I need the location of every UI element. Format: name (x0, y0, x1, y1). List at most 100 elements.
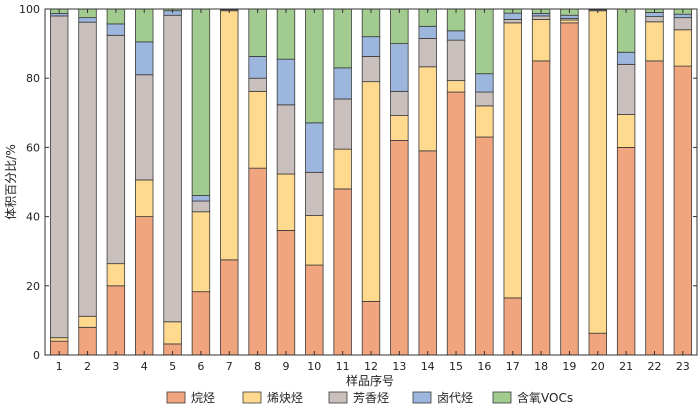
bar-segment-4-sample-23 (673, 13, 693, 19)
bar-segment-3-sample-16 (475, 91, 494, 107)
bar-segment-4-sample-4 (135, 41, 154, 76)
legend-label-2: 烯炔烃 (267, 391, 303, 405)
y-tick-label: 20 (26, 280, 40, 293)
bar-segment-4-sample-17 (503, 12, 522, 20)
bar-segment-3-sample-15 (446, 39, 466, 82)
bar-segment-2-sample-21 (616, 114, 636, 148)
x-tick-label: 16 (477, 360, 491, 373)
bar-segment-3-sample-6 (191, 200, 211, 213)
x-tick-label: 2 (84, 360, 91, 373)
bar-segment-2-sample-20 (588, 10, 607, 334)
y-tick-label: 0 (33, 349, 40, 362)
y-tick-label: 100 (19, 3, 40, 16)
bar-segment-1-sample-13 (390, 140, 409, 356)
bar-segment-1-sample-7 (220, 259, 239, 356)
bar-segment-3-sample-10 (305, 171, 324, 216)
bar-segment-2-sample-3 (106, 263, 126, 287)
x-tick-label: 1 (56, 360, 63, 373)
x-tick-label: 17 (506, 360, 520, 373)
bar-segment-3-sample-14 (418, 38, 437, 68)
bar-segment-1-sample-22 (645, 60, 664, 356)
bar-segment-2-sample-7 (220, 10, 239, 261)
bar-segment-4-sample-13 (390, 43, 409, 92)
bar-segment-2-sample-2 (78, 315, 97, 328)
bar-segment-3-sample-11 (333, 98, 352, 150)
legend: 烷烃 烯炔烃 芳香烃 卤代烃 含氧VOCs (166, 390, 573, 405)
x-tick-label: 4 (141, 360, 148, 373)
bar-segment-3-sample-17 (503, 18, 522, 24)
x-tick-label: 21 (619, 360, 633, 373)
bar-segment-1-sample-23 (673, 65, 693, 356)
bar-segment-2-sample-22 (645, 21, 664, 62)
bar-segment-5-sample-21 (616, 8, 636, 53)
x-tick-label: 5 (169, 360, 176, 373)
bar-segment-2-sample-8 (248, 90, 267, 169)
x-tick-label: 12 (364, 360, 378, 373)
bar-segment-3-sample-23 (673, 17, 693, 31)
bar-segment-2-sample-16 (475, 105, 494, 138)
bar-segment-5-sample-12 (361, 8, 381, 38)
legend-swatch-2 (242, 391, 262, 404)
bar-segment-4-sample-9 (276, 58, 296, 106)
bar-segment-4-sample-16 (475, 73, 494, 93)
legend-swatch-5 (492, 391, 512, 404)
bar-segment-4-sample-8 (248, 56, 267, 79)
bar-segment-2-sample-13 (390, 115, 409, 141)
x-tick-label: 11 (336, 360, 350, 373)
bar-segment-3-sample-9 (276, 104, 296, 175)
x-tick-label: 15 (449, 360, 463, 373)
bar-segment-3-sample-4 (135, 74, 154, 181)
bar-segment-2-sample-4 (135, 179, 154, 217)
bar-segment-2-sample-9 (276, 173, 296, 231)
x-tick-label: 23 (676, 360, 690, 373)
bar-segment-1-sample-10 (305, 264, 324, 356)
bar-segment-2-sample-5 (163, 321, 182, 345)
bar-segment-5-sample-10 (305, 8, 324, 124)
x-tick-label: 3 (112, 360, 119, 373)
bar-segment-4-sample-2 (78, 17, 97, 23)
bar-segment-5-sample-4 (135, 8, 154, 43)
legend-swatch-1 (166, 391, 186, 404)
bar-segment-1-sample-19 (560, 22, 579, 356)
bar-segment-1-sample-4 (135, 216, 154, 356)
x-tick-label: 13 (392, 360, 406, 373)
x-tick-label: 22 (647, 360, 661, 373)
bar-segment-4-sample-15 (446, 30, 466, 41)
bar-segment-1-sample-21 (616, 146, 636, 356)
x-tick-label: 9 (282, 360, 289, 373)
bar-segment-1-sample-6 (191, 291, 211, 356)
bar-segment-4-sample-21 (616, 51, 636, 65)
y-tick-label: 80 (26, 72, 40, 85)
bar-segment-4-sample-10 (305, 122, 324, 173)
bar-segment-2-sample-11 (333, 148, 352, 190)
bar-segment-1-sample-12 (361, 300, 381, 356)
bar-segment-3-sample-1 (49, 15, 69, 339)
x-axis-title: 样品序号 (346, 373, 394, 388)
bar-segment-2-sample-1 (49, 337, 69, 342)
bar-segment-2-sample-23 (673, 29, 693, 67)
bar-segment-1-sample-15 (446, 91, 466, 356)
bar-segment-3-sample-18 (531, 15, 551, 20)
legend-label-5: 含氧VOCs (517, 390, 573, 405)
bar-segment-2-sample-6 (191, 211, 211, 293)
bar-segment-3-sample-8 (248, 77, 267, 92)
y-axis-title: 体积百分比/% (4, 144, 18, 219)
bar-segment-4-sample-14 (418, 25, 437, 39)
bar-segment-4-sample-6 (191, 195, 211, 202)
x-tick-label: 10 (307, 360, 321, 373)
x-tick-label: 7 (226, 360, 233, 373)
bars-layer (49, 8, 693, 356)
bar-segment-2-sample-14 (418, 66, 437, 152)
bar-segment-3-sample-2 (78, 21, 97, 317)
bar-segment-4-sample-3 (106, 23, 126, 36)
bar-segment-5-sample-11 (333, 8, 352, 69)
legend-label-1: 烷烃 (191, 391, 215, 405)
x-tick-label: 20 (591, 360, 605, 373)
bar-segment-1-sample-17 (503, 297, 522, 356)
legend-swatch-4 (412, 391, 432, 404)
bar-segment-3-sample-5 (163, 14, 182, 323)
bar-segment-2-sample-17 (503, 22, 522, 299)
bar-segment-3-sample-22 (645, 16, 664, 23)
